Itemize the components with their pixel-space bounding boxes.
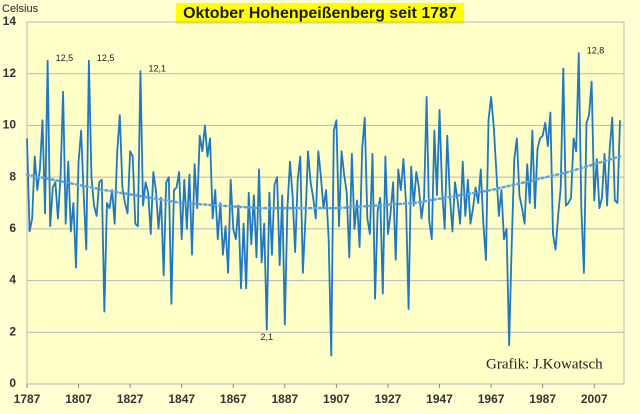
title-box [176, 3, 464, 24]
chart-title: Oktober Hohenpeißenberg seit 1787 [183, 5, 457, 22]
x-tick-label: 1967 [478, 392, 505, 406]
x-tick-label: 1907 [323, 392, 350, 406]
x-tick-label: 1947 [426, 392, 453, 406]
y-tick-label: 2 [9, 324, 16, 338]
x-tick-label: 2007 [581, 392, 608, 406]
y-axis-label: Celsius [2, 3, 39, 15]
credit: Grafik: J.Kowatsch [486, 356, 603, 372]
x-tick-label: 1927 [375, 392, 402, 406]
annotation: 12,5 [56, 53, 74, 63]
y-tick-label: 8 [9, 169, 16, 183]
x-tick-label: 1807 [65, 392, 92, 406]
x-tick-label: 1787 [14, 392, 41, 406]
annotation: 12,1 [148, 64, 166, 74]
plot-area [26, 21, 625, 385]
x-tick-label: 1987 [529, 392, 556, 406]
x-tick-label: 1887 [271, 392, 298, 406]
x-tick-label: 1847 [168, 392, 195, 406]
annotation: 12,5 [97, 53, 115, 63]
y-tick-label: 6 [9, 221, 16, 235]
y-tick-label: 0 [9, 376, 16, 390]
y-tick-label: 4 [9, 273, 16, 287]
y-tick-label: 14 [3, 14, 17, 28]
x-tick-label: 1867 [220, 392, 247, 406]
x-tick-label: 1827 [117, 392, 144, 406]
y-tick-label: 12 [3, 66, 17, 80]
y-tick-label: 10 [3, 118, 17, 132]
annotation: 12,8 [587, 45, 605, 55]
annotation: 2,1 [261, 332, 274, 342]
trend-line [25, 155, 622, 210]
